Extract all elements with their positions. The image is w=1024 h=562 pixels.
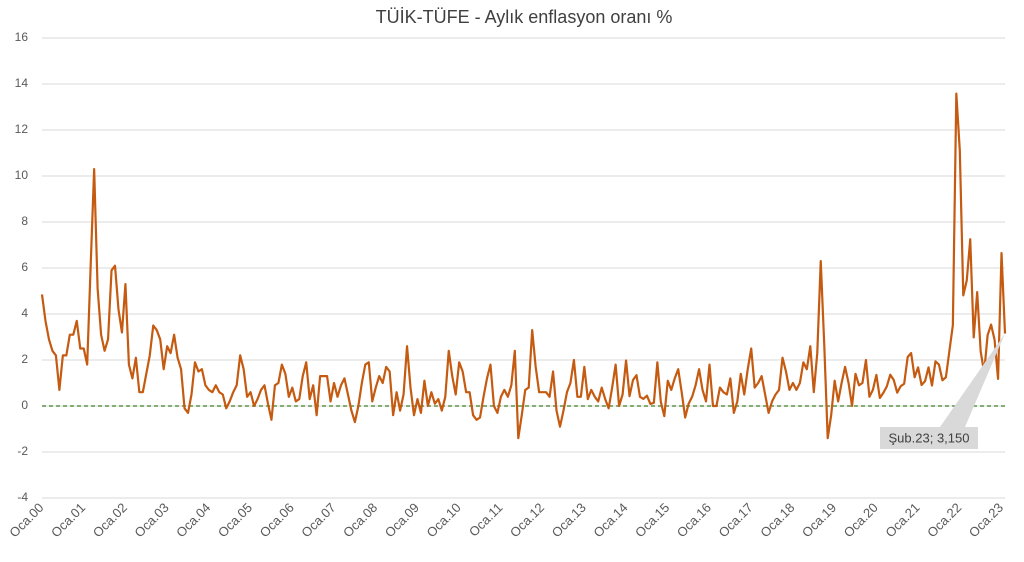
x-tick-label: Oca.13 bbox=[549, 500, 589, 540]
x-tick-label: Oca.21 bbox=[882, 500, 922, 540]
x-tick-label: Oca.08 bbox=[340, 500, 380, 540]
y-tick-label: -4 bbox=[17, 490, 28, 504]
y-tick-label: 4 bbox=[21, 306, 28, 320]
annotation: Şub.23; 3,150 bbox=[889, 430, 970, 445]
x-tick-label: Oca.10 bbox=[423, 500, 463, 540]
x-tick-label: Oca.16 bbox=[674, 500, 714, 540]
x-tick-label: Oca.14 bbox=[590, 500, 630, 540]
x-tick-label: Oca.09 bbox=[382, 500, 422, 540]
x-tick-label: Oca.19 bbox=[799, 500, 839, 540]
x-tick-label: Oca.23 bbox=[966, 500, 1006, 540]
y-tick-label: 16 bbox=[15, 30, 29, 44]
y-tick-label: -2 bbox=[17, 444, 28, 458]
x-tick-label: Oca.05 bbox=[215, 500, 255, 540]
x-tick-label: Oca.17 bbox=[716, 500, 756, 540]
callout-box bbox=[880, 427, 978, 449]
x-tick-label: Oca.22 bbox=[924, 500, 964, 540]
x-tick-label: Oca.03 bbox=[131, 500, 171, 540]
x-tick-label: Oca.04 bbox=[173, 500, 213, 540]
callout-pointer bbox=[940, 333, 1005, 427]
chart-title: TÜİK-TÜFE - Aylık enflasyon oranı % bbox=[376, 7, 673, 27]
y-tick-label: 10 bbox=[15, 168, 29, 182]
y-tick-label: 12 bbox=[15, 122, 29, 136]
x-tick-label: Oca.20 bbox=[841, 500, 881, 540]
y-tick-label: 6 bbox=[21, 260, 28, 274]
y-tick-label: 14 bbox=[15, 76, 29, 90]
line-series bbox=[40, 92, 1007, 440]
x-tick-label: Oca.12 bbox=[507, 500, 547, 540]
x-tick-label: Oca.02 bbox=[90, 500, 130, 540]
x-tick-label: Oca.06 bbox=[257, 500, 297, 540]
y-tick-label: 0 bbox=[21, 398, 28, 412]
x-tick-label: Oca.15 bbox=[632, 500, 672, 540]
y-tick-label: 2 bbox=[21, 352, 28, 366]
x-tick-label: Oca.18 bbox=[757, 500, 797, 540]
x-tick-label: Oca.01 bbox=[48, 500, 88, 540]
x-tick-label: Oca.07 bbox=[298, 500, 338, 540]
x-tick-label: Oca.00 bbox=[6, 500, 46, 540]
x-tick-label: Oca.11 bbox=[466, 500, 506, 540]
y-tick-label: 8 bbox=[21, 214, 28, 228]
